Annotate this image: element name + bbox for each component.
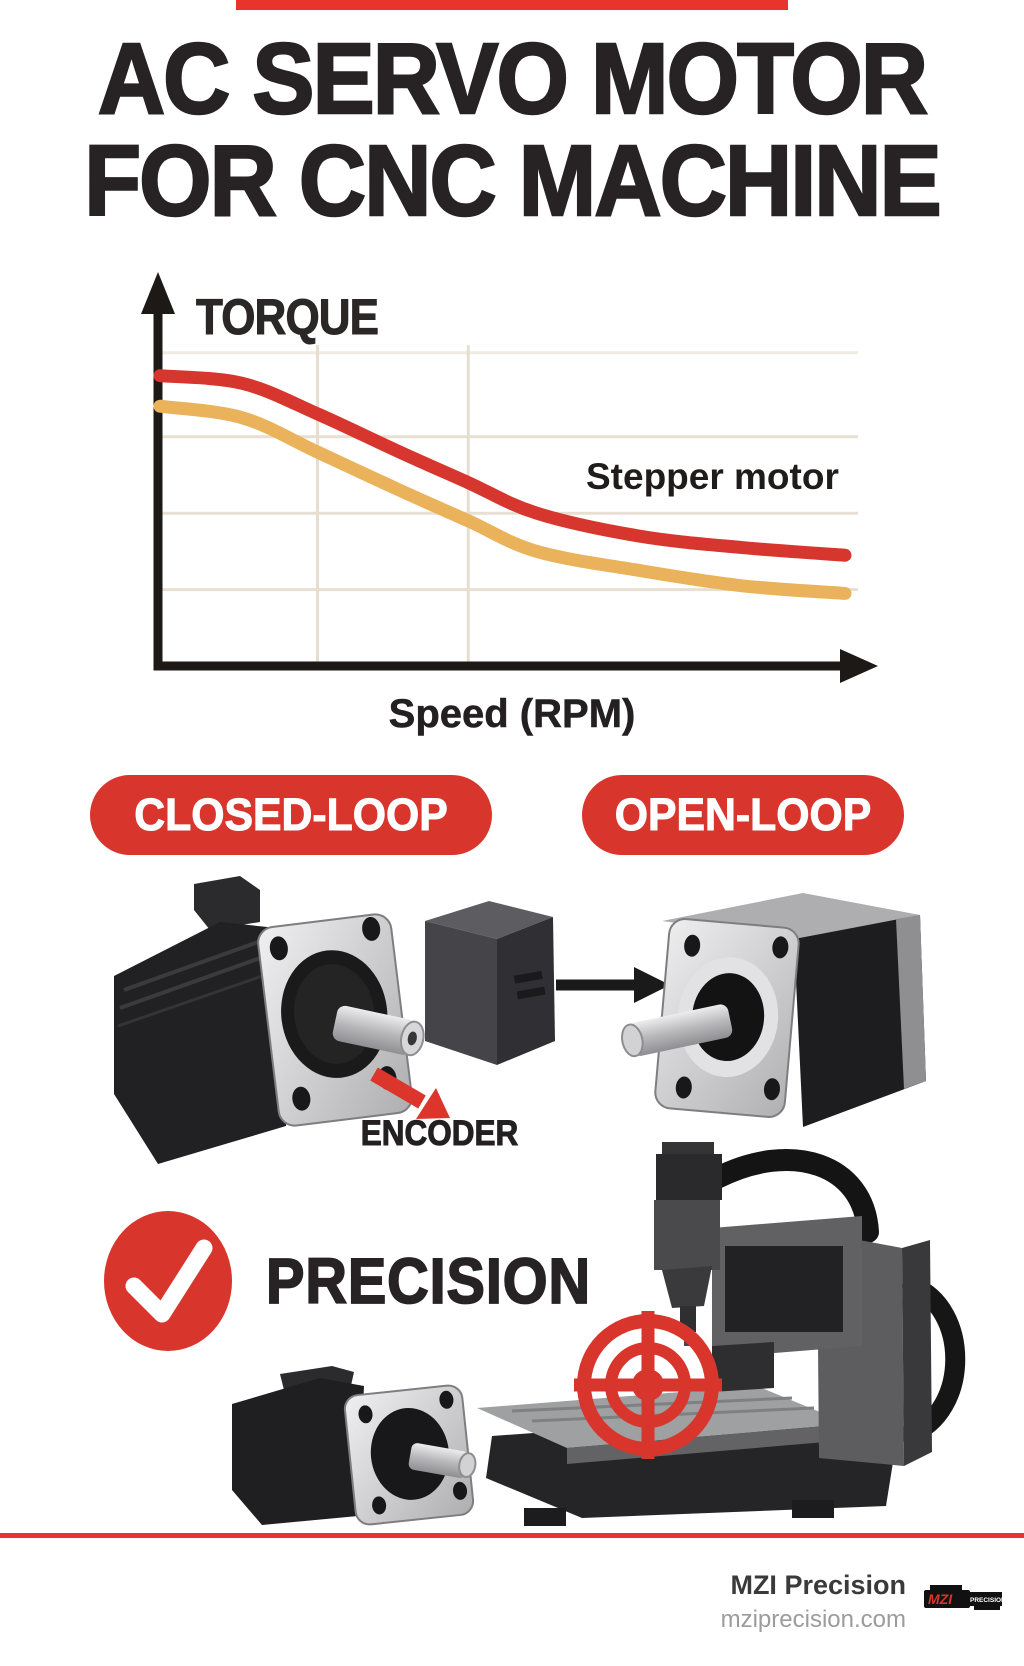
y-axis-label: TORQUE <box>196 289 380 346</box>
motor-shaft <box>408 1443 477 1478</box>
title-line-1: AC SERVO MOTOR <box>97 23 929 135</box>
motor-face-plate <box>343 1384 475 1526</box>
logo-precision-text: PRECISION <box>970 1597 1006 1604</box>
title-line-2: FOR CNC MACHINE <box>83 125 943 237</box>
footer-separator <box>0 1533 1024 1538</box>
open-loop-badge: OPEN-LOOP <box>582 775 904 855</box>
closed-loop-badge-label: CLOSED-LOOP <box>134 789 448 841</box>
servo-motor-illustration <box>232 1366 477 1526</box>
precision-label: PRECISION <box>265 1244 591 1318</box>
closed-loop-motor-illustration <box>114 876 425 1164</box>
brand-logo: MZI PRECISION <box>924 1585 1006 1610</box>
encoder-label: ENCODER <box>361 1114 519 1154</box>
motor-connector <box>194 876 260 930</box>
top-accent-bar <box>236 0 788 10</box>
logo-mzi-text: MZI <box>928 1591 953 1607</box>
chart-annotation: Stepper motor <box>586 456 839 497</box>
motor-shaft <box>332 1005 425 1057</box>
closed-loop-badge: CLOSED-LOOP <box>90 775 492 855</box>
motor-shaft <box>621 1004 733 1058</box>
motor-face-plate <box>257 913 413 1127</box>
target-icon <box>574 1311 722 1459</box>
motor-body <box>114 922 296 1164</box>
encoder-box-illustration <box>425 901 555 1065</box>
footer-website: mziprecision.com <box>720 1606 906 1633</box>
cnc-machine-illustration <box>477 1142 966 1526</box>
checkmark-icon <box>104 1211 232 1351</box>
page-title: AC SERVO MOTOR FOR CNC MACHINE <box>0 23 1024 237</box>
footer-brand: MZI Precision <box>730 1570 906 1600</box>
encoder-arrow-icon <box>370 1067 450 1119</box>
x-axis-label: Speed (RPM) <box>388 692 636 737</box>
open-loop-motor-illustration <box>621 893 926 1127</box>
flow-arrow-icon <box>556 967 670 1003</box>
open-loop-badge-label: OPEN-LOOP <box>614 789 872 841</box>
